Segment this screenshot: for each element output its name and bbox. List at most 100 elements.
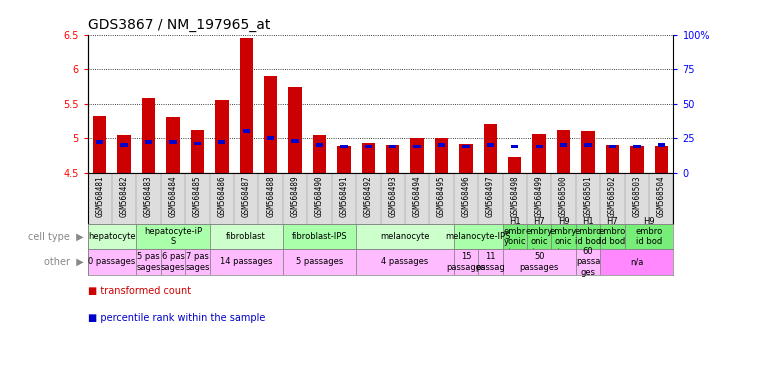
Text: GSM568494: GSM568494 <box>412 175 422 217</box>
Text: 11
passag: 11 passag <box>476 252 505 271</box>
Text: GSM568495: GSM568495 <box>437 175 446 217</box>
Bar <box>191 130 204 172</box>
Text: cell type  ▶: cell type ▶ <box>28 232 84 242</box>
Text: fibroblast-IPS: fibroblast-IPS <box>291 232 347 241</box>
Bar <box>209 224 283 249</box>
Bar <box>288 87 302 172</box>
Text: H1
embr
yonic
stem: H1 embr yonic stem <box>504 217 526 257</box>
Text: hepatocyte: hepatocyte <box>88 232 135 241</box>
Bar <box>630 146 644 172</box>
Bar <box>487 143 494 147</box>
Bar <box>361 143 375 172</box>
Bar <box>120 143 128 147</box>
Bar <box>584 143 592 147</box>
Bar <box>386 145 400 172</box>
Text: 0 passages: 0 passages <box>88 257 135 266</box>
Bar <box>267 136 274 140</box>
Bar <box>161 249 185 275</box>
Bar <box>413 145 421 148</box>
Bar <box>527 224 552 249</box>
Bar <box>576 249 600 275</box>
Bar <box>536 145 543 148</box>
Bar <box>145 141 152 144</box>
Text: GSM568492: GSM568492 <box>364 175 373 217</box>
Text: H7
embro
id bod
y: H7 embro id bod y <box>599 217 626 257</box>
Text: GSM568498: GSM568498 <box>511 175 519 217</box>
Bar <box>166 118 180 172</box>
Text: melanocyte-IPS: melanocyte-IPS <box>445 232 511 241</box>
Bar <box>533 134 546 172</box>
Bar <box>560 143 567 147</box>
Text: GSM568485: GSM568485 <box>193 175 202 217</box>
Bar <box>356 224 454 249</box>
Text: GSM568491: GSM568491 <box>339 175 349 217</box>
Text: 14 passages: 14 passages <box>220 257 272 266</box>
Bar <box>438 143 445 147</box>
Bar <box>502 224 527 249</box>
Text: GDS3867 / NM_197965_at: GDS3867 / NM_197965_at <box>88 18 270 32</box>
Text: GSM568490: GSM568490 <box>315 175 324 217</box>
Bar <box>209 249 283 275</box>
Bar <box>484 124 497 172</box>
Text: other  ▶: other ▶ <box>44 257 84 267</box>
Bar <box>337 146 351 172</box>
Text: 60
passa
ges: 60 passa ges <box>576 247 600 277</box>
Bar <box>576 224 600 249</box>
Text: GSM568486: GSM568486 <box>218 175 226 217</box>
Text: GSM568482: GSM568482 <box>119 175 129 217</box>
Text: H7
embry
onic
stem: H7 embry onic stem <box>526 217 552 257</box>
Bar <box>169 141 177 144</box>
Text: GSM568487: GSM568487 <box>242 175 250 217</box>
Bar <box>93 116 107 172</box>
Text: GSM568500: GSM568500 <box>559 175 568 217</box>
Bar <box>88 224 136 249</box>
Text: GSM568501: GSM568501 <box>584 175 593 217</box>
Bar <box>502 249 576 275</box>
Bar <box>609 145 616 148</box>
Bar <box>136 249 161 275</box>
Text: GSM568496: GSM568496 <box>461 175 470 217</box>
Bar <box>410 138 424 172</box>
Bar <box>459 144 473 172</box>
Text: 50
passages: 50 passages <box>520 252 559 271</box>
Text: H1
embro
id bod
y: H1 embro id bod y <box>575 217 602 257</box>
Text: 6 pas
sages: 6 pas sages <box>161 252 185 271</box>
Text: H9
embro
id bod
y: H9 embro id bod y <box>635 217 663 257</box>
Bar <box>356 249 454 275</box>
Text: 4 passages: 4 passages <box>381 257 428 266</box>
Text: ■ transformed count: ■ transformed count <box>88 286 191 296</box>
Bar <box>462 145 470 148</box>
Text: GSM568497: GSM568497 <box>486 175 495 217</box>
Bar <box>511 145 518 148</box>
Bar <box>581 131 595 172</box>
Bar <box>557 130 570 172</box>
Bar <box>340 145 348 148</box>
Bar <box>654 146 668 172</box>
Bar <box>185 249 209 275</box>
Bar <box>142 98 155 172</box>
Bar <box>454 249 478 275</box>
Bar <box>264 76 277 172</box>
Bar <box>600 224 625 249</box>
Bar <box>218 141 225 144</box>
Bar <box>658 143 665 147</box>
Text: ■ percentile rank within the sample: ■ percentile rank within the sample <box>88 313 265 323</box>
Text: GSM568488: GSM568488 <box>266 175 275 217</box>
Bar <box>96 141 103 144</box>
Bar <box>136 224 209 249</box>
Bar <box>600 249 673 275</box>
Text: GSM568484: GSM568484 <box>168 175 177 217</box>
Text: GSM568489: GSM568489 <box>291 175 300 217</box>
Text: n/a: n/a <box>630 257 644 266</box>
Text: 5 pas
sages: 5 pas sages <box>136 252 161 271</box>
Text: GSM568502: GSM568502 <box>608 175 617 217</box>
Text: GSM568499: GSM568499 <box>535 175 543 217</box>
Bar <box>454 224 502 249</box>
Text: 7 pas
sages: 7 pas sages <box>185 252 209 271</box>
Bar <box>283 224 356 249</box>
Bar <box>117 135 131 172</box>
Text: GSM568493: GSM568493 <box>388 175 397 217</box>
Bar <box>478 249 502 275</box>
Bar <box>215 100 228 172</box>
Text: GSM568481: GSM568481 <box>95 175 104 217</box>
